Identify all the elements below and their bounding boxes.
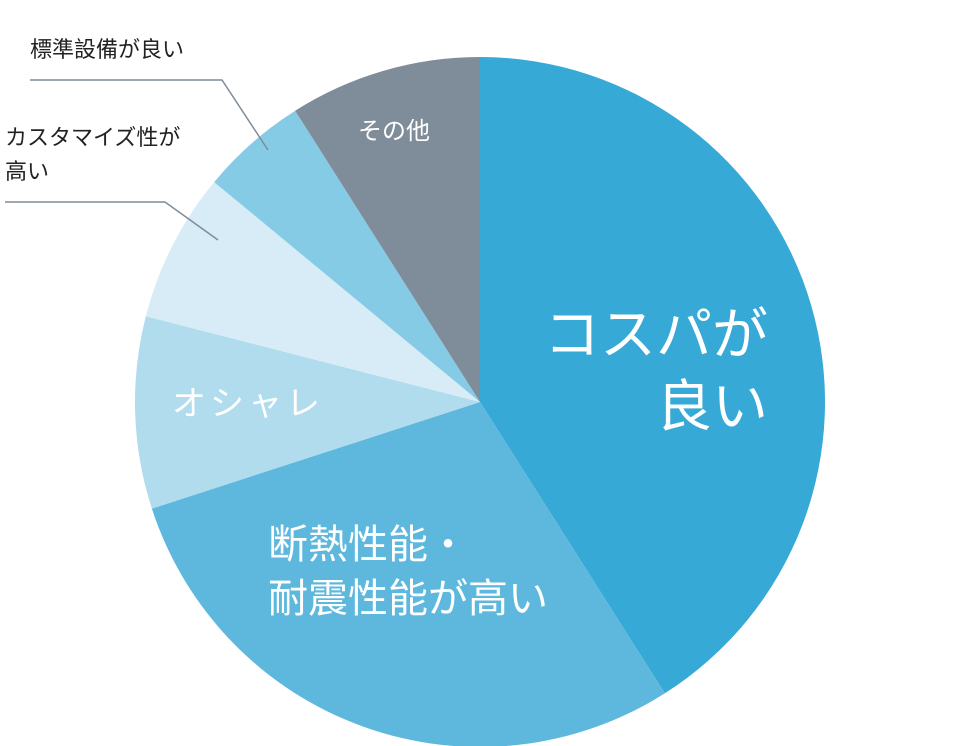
pie-slice — [145, 182, 480, 402]
leader-line — [5, 201, 219, 241]
pie-slice — [295, 57, 480, 402]
pie-slice — [480, 57, 825, 694]
slice-label: カスタマイズ性が 高い — [5, 126, 181, 185]
pie-slice — [135, 316, 480, 509]
slice-label: オシャレ — [172, 384, 324, 424]
slice-label: 断熱性能・ 耐震性能が高い — [268, 522, 548, 622]
pie-slice — [214, 110, 481, 403]
pie-slice — [151, 402, 665, 746]
slice-label: その他 — [358, 117, 430, 145]
leader-line — [30, 79, 269, 151]
slice-label: 標準設備が良い — [30, 38, 185, 63]
slice-label: コスパが 良い — [544, 303, 768, 440]
